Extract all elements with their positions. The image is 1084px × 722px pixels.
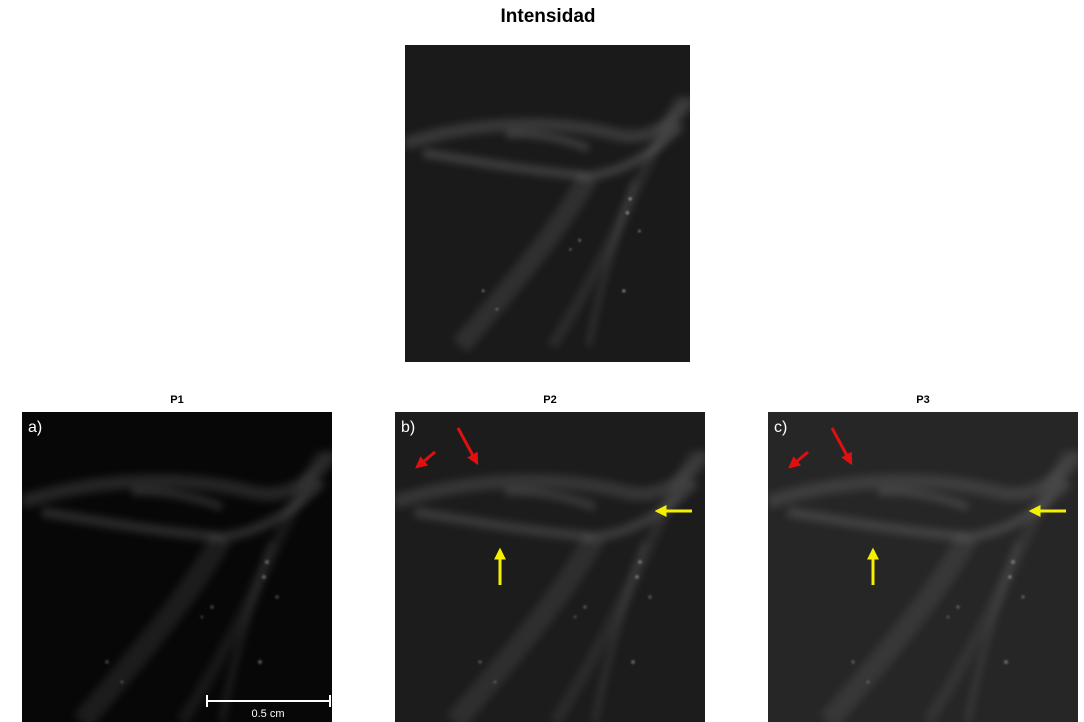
panel-image	[395, 412, 705, 722]
panel-image	[22, 412, 332, 722]
panel-title: P1	[170, 394, 183, 406]
panel-label: a)	[28, 419, 42, 436]
panels: P1 a) P2 b) P3 c)	[22, 394, 1078, 722]
image-background	[395, 412, 705, 722]
panel-title: P3	[916, 394, 929, 406]
figure-title: Intensidad	[500, 6, 595, 27]
image-background	[22, 412, 332, 722]
panel-image	[768, 412, 1078, 722]
figure: Intensidad P1 a) P2 b) P3 c) 0.5 cm	[0, 0, 1084, 722]
panel-label: b)	[401, 419, 415, 436]
scale-bar-label: 0.5 cm	[251, 708, 284, 720]
intensity-image	[405, 45, 690, 362]
panel-title: P2	[543, 394, 556, 406]
panel-label: c)	[774, 419, 787, 436]
image-background	[768, 412, 1078, 722]
